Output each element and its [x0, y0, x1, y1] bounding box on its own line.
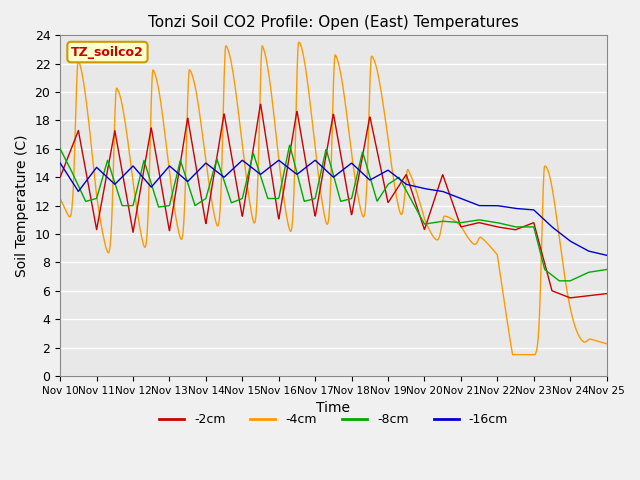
Text: TZ_soilco2: TZ_soilco2: [71, 46, 144, 59]
Y-axis label: Soil Temperature (C): Soil Temperature (C): [15, 134, 29, 277]
X-axis label: Time: Time: [316, 401, 350, 415]
Title: Tonzi Soil CO2 Profile: Open (East) Temperatures: Tonzi Soil CO2 Profile: Open (East) Temp…: [148, 15, 519, 30]
Legend: -2cm, -4cm, -8cm, -16cm: -2cm, -4cm, -8cm, -16cm: [154, 408, 513, 431]
